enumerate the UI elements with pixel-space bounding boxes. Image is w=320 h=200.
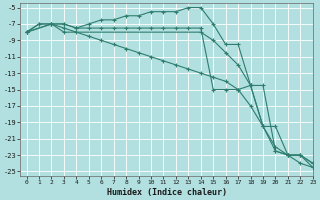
X-axis label: Humidex (Indice chaleur): Humidex (Indice chaleur)	[107, 188, 227, 197]
